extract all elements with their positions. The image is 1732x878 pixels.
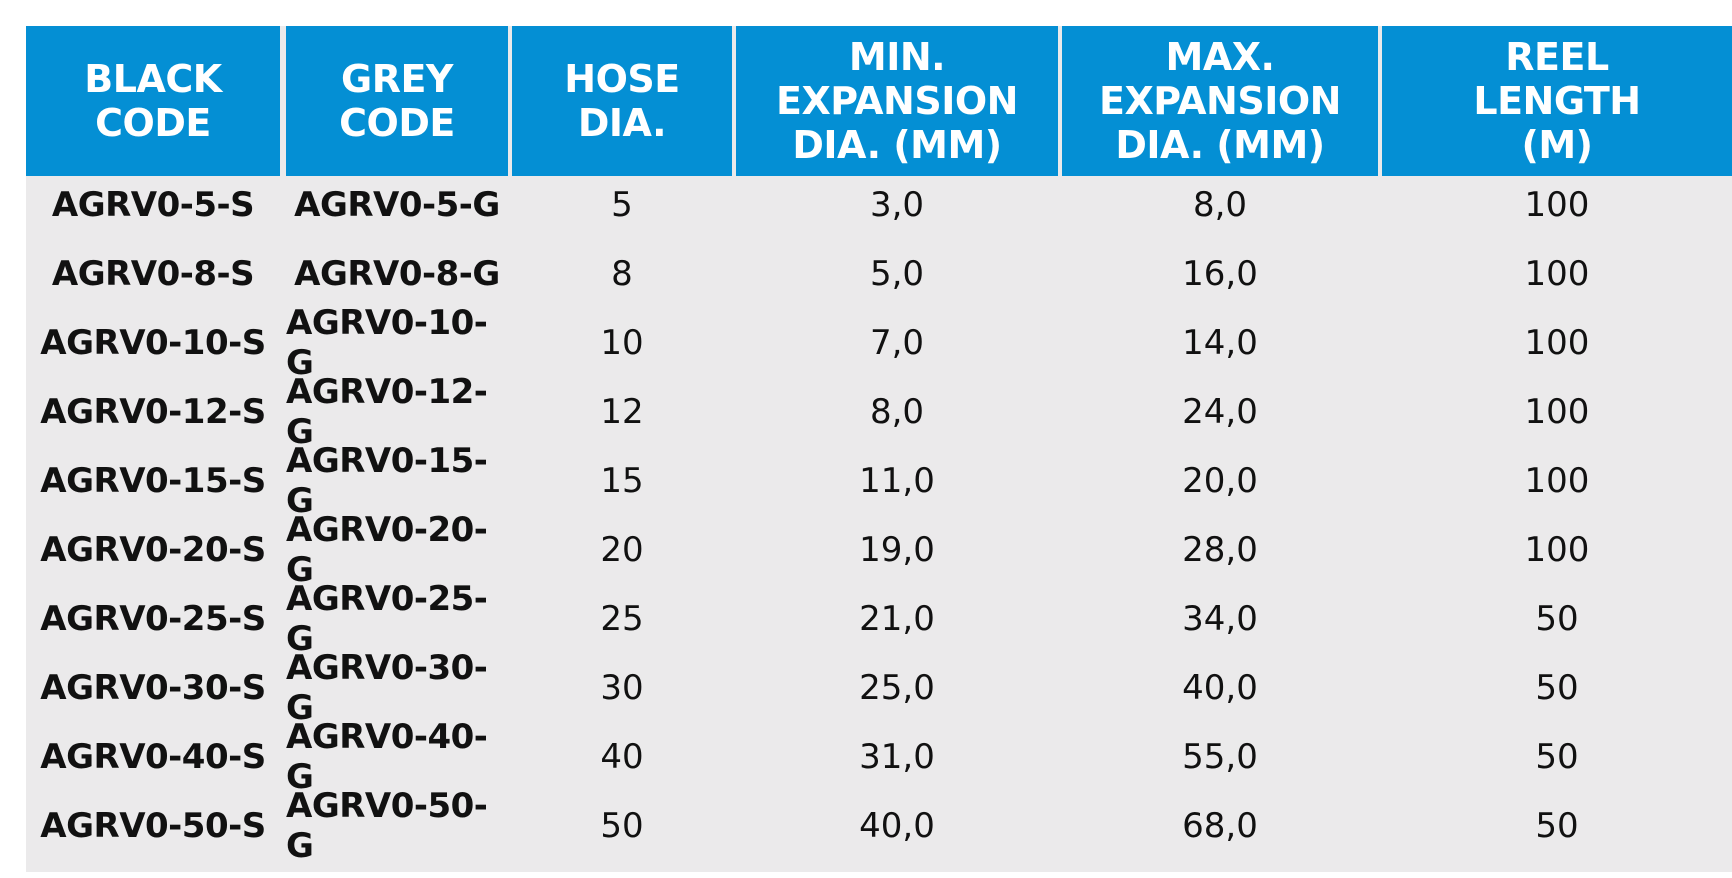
cell-min-expansion-dia: 40,0 [859, 806, 935, 846]
cell-hose-dia: 10 [600, 323, 644, 363]
cell-min-expansion-dia: 19,0 [859, 530, 935, 570]
cell-reel-length: 50 [1535, 806, 1579, 846]
cell-max-expansion-dia: 40,0 [1182, 668, 1258, 708]
cell-max-expansion-dia: 20,0 [1182, 461, 1258, 501]
cell-min-expansion-dia: 5,0 [869, 254, 925, 294]
table-row: AGRV0-15-S AGRV0-15-G 15 11,0 20,0 100 [26, 441, 1732, 521]
cell-min-expansion-dia: 8,0 [869, 392, 925, 432]
header-hose-dia: HOSE DIA. [512, 26, 732, 176]
cell-min-expansion-dia: 25,0 [859, 668, 935, 708]
cell-hose-dia: 8 [611, 254, 633, 294]
cell-black-code: AGRV0-15-S [40, 461, 266, 501]
cell-min-expansion-dia: 7,0 [869, 323, 925, 363]
header-label: BLACK CODE [84, 57, 222, 145]
cell-reel-length: 100 [1524, 392, 1590, 432]
cell-hose-dia: 40 [600, 737, 644, 777]
table-header: BLACK CODE GREY CODE HOSE DIA. MIN. EXPANSI… [26, 26, 1732, 176]
table-row: AGRV0-25-S AGRV0-25-G 25 21,0 34,0 50 [26, 579, 1732, 659]
table-row: AGRV0-8-S AGRV0-8-G 8 5,0 16,0 100 [26, 239, 1732, 309]
cell-black-code: AGRV0-5-S [51, 185, 255, 225]
cell-reel-length: 100 [1524, 530, 1590, 570]
table-row: AGRV0-30-S AGRV0-30-G 30 25,0 40,0 50 [26, 648, 1732, 728]
cell-black-code: AGRV0-40-S [40, 737, 266, 777]
cell-min-expansion-dia: 21,0 [859, 599, 935, 639]
header-min-expansion-dia: MIN. EXPANSION DIA. (MM) [736, 26, 1058, 176]
table-row: AGRV0-5-S AGRV0-5-G 5 3,0 8,0 100 [26, 170, 1732, 240]
cell-reel-length: 100 [1524, 461, 1590, 501]
cell-reel-length: 50 [1535, 668, 1579, 708]
header-max-expansion-dia: MAX. EXPANSION DIA. (MM) [1062, 26, 1378, 176]
cell-max-expansion-dia: 8,0 [1192, 185, 1248, 225]
cell-hose-dia: 50 [600, 806, 644, 846]
cell-grey-code: AGRV0-50-G [286, 786, 488, 866]
cell-black-code: AGRV0-50-S [40, 806, 266, 846]
cell-max-expansion-dia: 24,0 [1182, 392, 1258, 432]
cell-reel-length: 50 [1535, 599, 1579, 639]
cell-min-expansion-dia: 31,0 [859, 737, 935, 777]
cell-reel-length: 100 [1524, 323, 1590, 363]
cell-max-expansion-dia: 16,0 [1182, 254, 1258, 294]
table-row: AGRV0-20-S AGRV0-20-G 20 19,0 28,0 100 [26, 510, 1732, 590]
product-table: BLACK CODE GREY CODE HOSE DIA. MIN. EXPANSI… [26, 26, 1732, 872]
cell-black-code: AGRV0-25-S [40, 599, 266, 639]
cell-hose-dia: 12 [600, 392, 644, 432]
cell-hose-dia: 20 [600, 530, 644, 570]
table-row: AGRV0-50-S AGRV0-50-G 50 40,0 68,0 50 [26, 786, 1732, 866]
cell-black-code: AGRV0-12-S [40, 392, 266, 432]
table-row: AGRV0-10-S AGRV0-10-G 10 7,0 14,0 100 [26, 303, 1732, 383]
cell-grey-code: AGRV0-5-G [294, 185, 500, 225]
table-row: AGRV0-40-S AGRV0-40-G 40 31,0 55,0 50 [26, 717, 1732, 797]
header-label: MAX. EXPANSION DIA. (MM) [1099, 35, 1341, 167]
cell-reel-length: 100 [1524, 254, 1590, 294]
header-label: GREY CODE [339, 57, 455, 145]
cell-max-expansion-dia: 55,0 [1182, 737, 1258, 777]
table-row: AGRV0-12-S AGRV0-12-G 12 8,0 24,0 100 [26, 372, 1732, 452]
cell-min-expansion-dia: 3,0 [869, 185, 925, 225]
cell-max-expansion-dia: 34,0 [1182, 599, 1258, 639]
cell-grey-code: AGRV0-25-G [286, 579, 488, 659]
cell-grey-code: AGRV0-30-G [286, 648, 488, 728]
cell-black-code: AGRV0-20-S [40, 530, 266, 570]
cell-black-code: AGRV0-8-S [51, 254, 255, 294]
cell-grey-code: AGRV0-15-G [286, 441, 488, 521]
header-reel-length: REEL LENGTH (M) [1382, 26, 1732, 176]
header-black-code: BLACK CODE [26, 26, 280, 176]
cell-max-expansion-dia: 28,0 [1182, 530, 1258, 570]
cell-max-expansion-dia: 14,0 [1182, 323, 1258, 363]
cell-grey-code: AGRV0-40-G [286, 717, 488, 797]
header-label: MIN. EXPANSION DIA. (MM) [776, 35, 1018, 167]
cell-reel-length: 100 [1524, 185, 1590, 225]
cell-black-code: AGRV0-10-S [40, 323, 266, 363]
cell-max-expansion-dia: 68,0 [1182, 806, 1258, 846]
cell-min-expansion-dia: 11,0 [859, 461, 935, 501]
cell-hose-dia: 30 [600, 668, 644, 708]
header-grey-code: GREY CODE [286, 26, 508, 176]
cell-grey-code: AGRV0-8-G [294, 254, 500, 294]
cell-hose-dia: 15 [600, 461, 644, 501]
header-label: HOSE DIA. [564, 57, 680, 145]
cell-grey-code: AGRV0-20-G [286, 510, 488, 590]
header-label: REEL LENGTH (M) [1473, 35, 1641, 167]
cell-hose-dia: 25 [600, 599, 644, 639]
cell-reel-length: 50 [1535, 737, 1579, 777]
cell-hose-dia: 5 [611, 185, 633, 225]
cell-black-code: AGRV0-30-S [40, 668, 266, 708]
cell-grey-code: AGRV0-10-G [286, 303, 488, 383]
cell-grey-code: AGRV0-12-G [286, 372, 488, 452]
